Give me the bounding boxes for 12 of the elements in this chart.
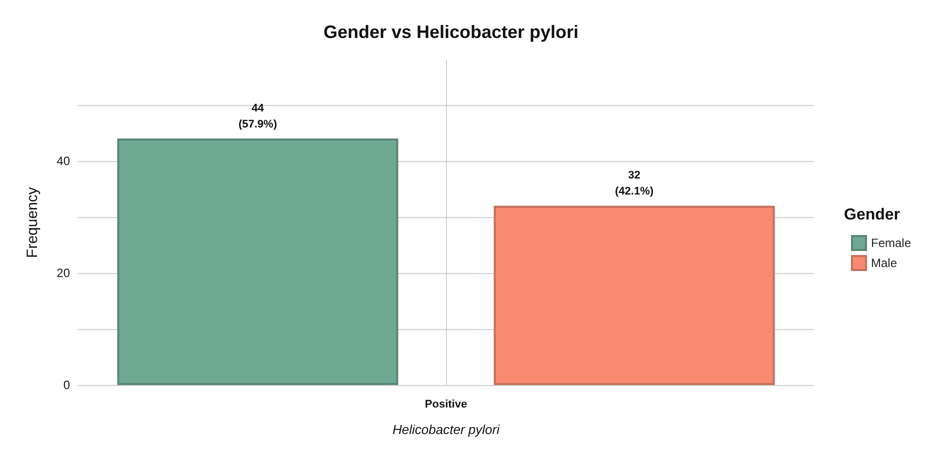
y-tick-label: 20 xyxy=(56,266,70,280)
data-label: 44 (57.9%) xyxy=(238,102,278,130)
chart-title: Gender vs Helicobacter pylori xyxy=(323,22,579,42)
legend-label: Female xyxy=(871,236,912,250)
y-tick-label: 0 xyxy=(63,378,70,392)
legend-title: Gender xyxy=(844,206,900,224)
y-axis-title: Frequency xyxy=(24,186,41,258)
x-axis-title: Helicobacter pylori xyxy=(392,422,501,437)
y-tick-label: 40 xyxy=(56,154,70,168)
legend-label: Male xyxy=(871,256,898,270)
x-tick-label: Positive xyxy=(424,398,468,410)
data-label: 32 (42.1%) xyxy=(615,170,654,198)
